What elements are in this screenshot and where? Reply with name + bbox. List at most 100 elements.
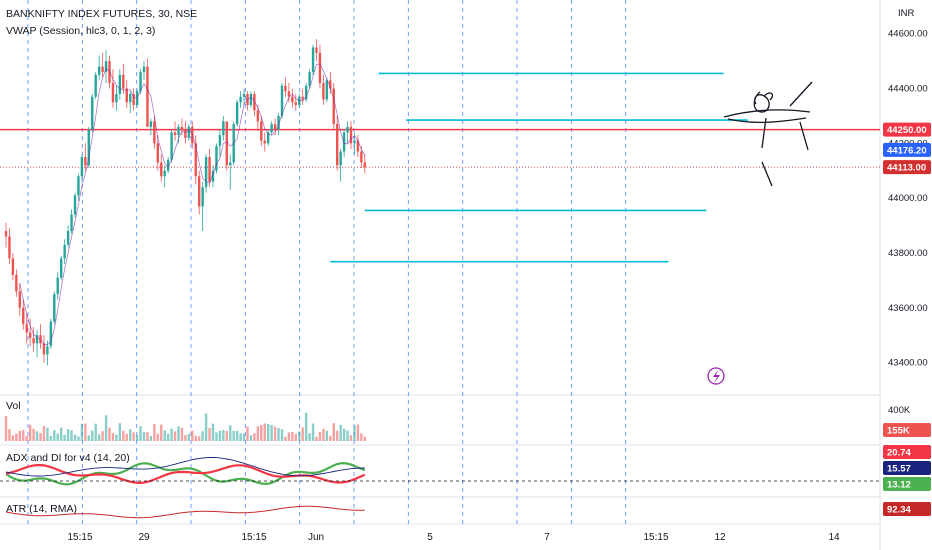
volume-bar [46,427,49,441]
volume-bar [249,435,253,441]
volume-bar [218,430,222,441]
candle-body [287,91,291,97]
chart-grid [0,0,881,550]
candle-body [225,121,228,166]
vwap-price-tag: 44113.00 [887,163,926,174]
candle-body [77,176,80,196]
volume-value-tag-bg [883,423,931,437]
volume-bar [135,434,139,441]
adx-line [5,457,365,477]
volume-bar [80,423,84,441]
volume-bar [294,433,297,441]
volume-bar [191,430,194,441]
volume-bar [170,428,173,441]
volume-bar [91,430,94,441]
candle-body [163,170,166,177]
candle-body [180,126,184,130]
candle-body [66,231,70,245]
candle-body [8,236,11,259]
candle-body [322,83,325,100]
price-tick-label: 44600.00 [888,29,928,40]
drawing-stroke [723,109,811,124]
candle-body [115,94,118,103]
candle-body [4,231,8,237]
adx-tag-navy: 15.57 [887,464,911,475]
time-tick-label: 29 [138,532,150,543]
candle-body [263,140,266,144]
volume-bar [225,430,228,441]
time-tick-label: 7 [544,532,550,543]
vwap-price-tag-bg [883,160,931,175]
candle-body [108,61,111,84]
candle-body [53,294,56,322]
alert-icon [707,367,725,385]
candle-body [132,94,135,105]
time-tick-label: 5 [427,532,433,543]
candle-body [311,47,315,73]
atr-panel-label: ATR (14, RMA) [6,503,77,515]
volume-panel-label: Vol [6,400,21,412]
volume-bar [160,424,163,441]
candle-body [208,157,211,182]
candle-body [70,214,73,232]
volume-bar [132,432,135,441]
candle-body [35,335,39,344]
volume-bar [194,435,197,441]
atr-value-tag: 92.34 [887,505,911,516]
volume-bar [122,430,125,441]
time-tick-label: 15:15 [643,532,668,543]
candle-body [301,96,304,100]
volume-bar [63,434,66,441]
candle-body [153,121,156,144]
candle-body [211,170,215,182]
volume-bar [15,433,18,441]
volume-bar [104,415,108,441]
volume-bar [339,424,342,441]
volume-bar [139,426,142,441]
candle-body [356,140,360,152]
candle-body [273,124,277,130]
price-axis: INR43400.0043600.0043800.0044000.0044200… [888,8,928,416]
candle-body [177,126,180,136]
candle-body [63,244,66,259]
candle-body [329,80,332,89]
candle-body [294,102,297,105]
candles [4,39,366,366]
lightning-icon [713,370,720,383]
volume-bar [208,427,211,441]
candle-body [360,151,363,163]
volume-bar [8,429,11,441]
candle-body [173,132,177,136]
candle-body [336,124,339,166]
volume-bar [49,435,53,441]
volume-bar [322,428,325,441]
volume-bar [60,427,63,441]
volume-bar [153,424,156,441]
candle-body [32,337,35,344]
volume-bar [256,426,260,441]
adx-lines [0,457,880,486]
volume-bar [73,434,77,441]
volume-bar [146,432,149,441]
drawing-stroke [761,81,813,187]
volume-bar [84,423,87,441]
level-price-tag-bg [883,122,931,137]
volume-bar [356,424,360,441]
volume-bar [39,433,42,441]
volume-bar [56,433,59,441]
candle-body [139,72,142,92]
candle-body [15,274,18,292]
vwap-series [19,63,366,346]
candle-body [325,80,329,100]
candle-body [280,85,284,116]
price-tick-label: 43600.00 [888,303,928,314]
volume-bar [263,423,266,441]
chart-title: BANKNIFTY INDEX FUTURES, 30, NSE [6,8,198,20]
candle-body [156,143,159,163]
volume-bar [77,436,80,441]
candle-body [308,72,311,86]
volume-bar [363,436,366,441]
volume-bar [253,433,256,441]
candle-body [73,195,77,215]
